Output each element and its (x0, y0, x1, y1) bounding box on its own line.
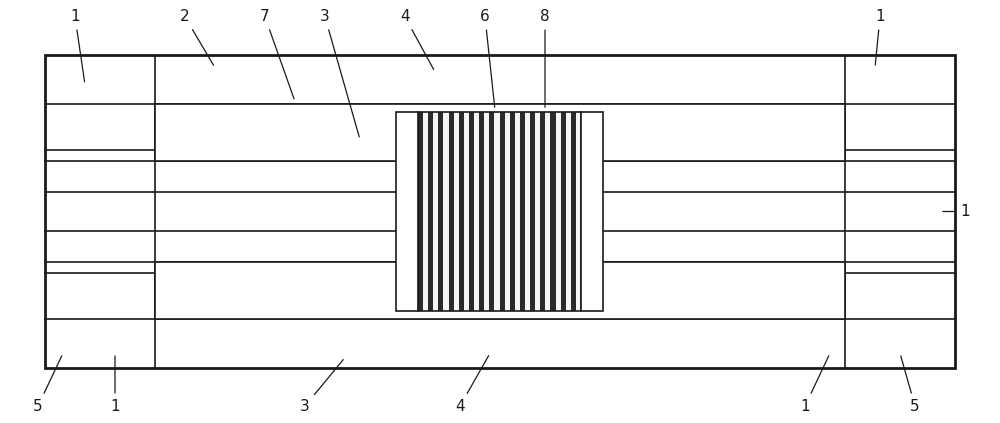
Bar (520, 112, 525, 311)
Bar (500, 112, 505, 311)
Bar (438, 112, 443, 311)
Bar (540, 112, 545, 311)
Bar (545, 112, 550, 311)
Bar (550, 112, 556, 311)
Bar (428, 112, 433, 311)
Bar (155, 104, 845, 161)
Text: 5: 5 (33, 356, 62, 414)
Bar (484, 112, 489, 311)
Text: 3: 3 (320, 9, 359, 137)
Bar (576, 112, 581, 311)
Bar (561, 112, 566, 311)
Bar (494, 112, 500, 311)
Text: 7: 7 (260, 9, 294, 99)
Bar (571, 112, 576, 311)
Text: 4: 4 (400, 9, 434, 69)
Bar (443, 112, 449, 311)
Bar (566, 112, 571, 311)
Bar (449, 112, 454, 311)
Text: 8: 8 (540, 9, 550, 107)
Bar (459, 112, 464, 311)
Bar (418, 112, 423, 311)
Bar (515, 112, 520, 311)
Text: 4: 4 (455, 356, 489, 414)
Bar (155, 262, 845, 319)
Bar (489, 112, 494, 311)
Text: 1: 1 (800, 356, 829, 414)
Bar (556, 112, 561, 311)
Text: 1: 1 (70, 9, 85, 82)
Bar (525, 112, 530, 311)
Bar (535, 112, 540, 311)
Text: 1: 1 (875, 9, 885, 65)
Bar (464, 112, 469, 311)
Bar (423, 112, 428, 311)
Bar (454, 112, 459, 311)
Bar (510, 112, 515, 311)
Bar (530, 112, 535, 311)
Bar (469, 112, 474, 311)
Bar (418, 112, 581, 311)
Text: 1: 1 (943, 204, 970, 219)
Text: 6: 6 (480, 9, 495, 107)
Text: 5: 5 (901, 356, 920, 414)
Bar (505, 112, 510, 311)
Text: 3: 3 (300, 360, 343, 414)
Text: 2: 2 (180, 9, 214, 65)
Bar (479, 112, 484, 311)
Bar (45, 55, 955, 368)
Bar (581, 112, 603, 311)
Bar (433, 112, 438, 311)
Bar (474, 112, 479, 311)
Text: 1: 1 (110, 356, 120, 414)
Bar (396, 112, 418, 311)
